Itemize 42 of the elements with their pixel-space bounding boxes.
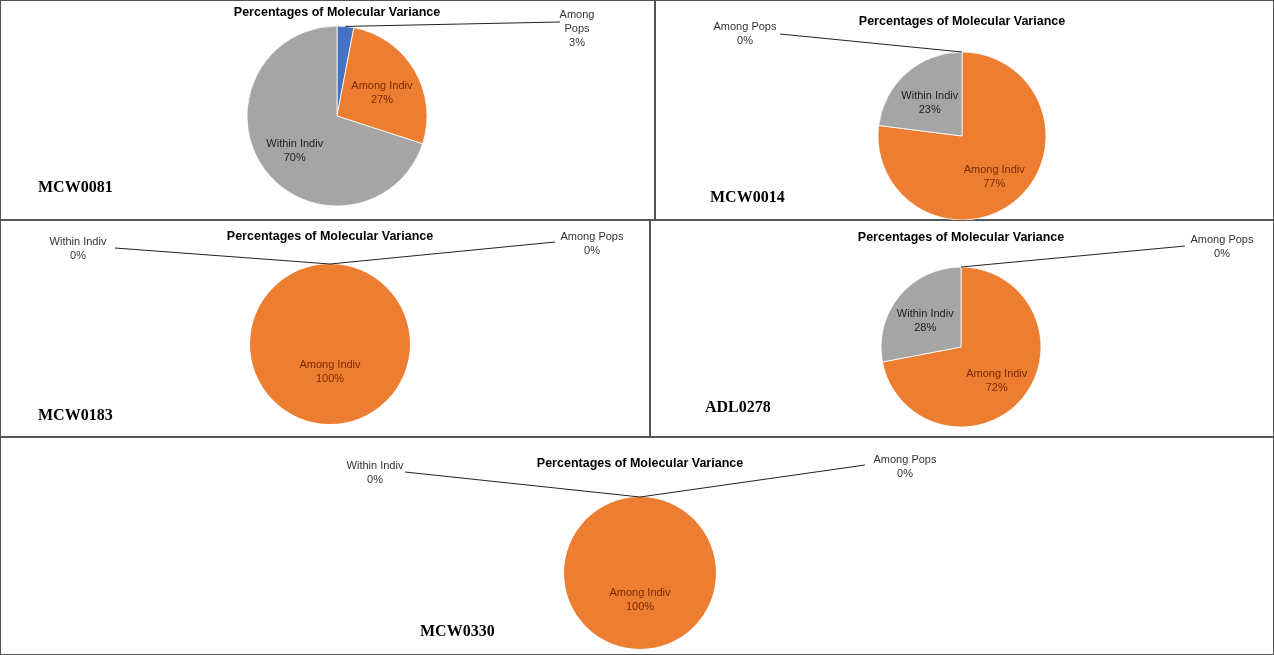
text: ADL0278 <box>705 398 771 415</box>
slice-label: Among Indiv <box>609 585 672 598</box>
chart-title: Percentages of Molecular Variance <box>226 229 434 243</box>
text: MCW0183 <box>38 406 113 423</box>
category-label: Within Indiv <box>346 459 404 471</box>
text: 0% <box>70 249 86 261</box>
chart-title: Percentages of Molecular Variance <box>858 14 1066 28</box>
category-label: Within Indiv <box>49 235 107 247</box>
data-label: 3% <box>569 36 586 48</box>
category-label: Among Pops <box>1190 233 1254 245</box>
data-label: 100% <box>315 372 345 384</box>
text: 0% <box>367 473 383 485</box>
chart-title: Percentages of Molecular Variance <box>233 5 441 19</box>
text: 0% <box>737 34 753 46</box>
text: MCW0014 <box>710 188 785 205</box>
slice-label: Among Indiv <box>299 358 362 370</box>
data-label: 100% <box>625 599 655 612</box>
category-label: Among Pops <box>873 453 937 465</box>
text: 0% <box>897 467 913 479</box>
category-label: Among Pops <box>560 230 624 242</box>
pie-slice <box>882 266 1042 428</box>
text: MCW0330 <box>420 622 495 639</box>
data-label: 77% <box>983 176 1006 189</box>
data-label: 70% <box>283 150 306 163</box>
slice-label: Within Indiv <box>901 89 959 102</box>
chart-title: Percentages of Molecular Variance <box>536 456 744 470</box>
text: 0% <box>584 244 600 256</box>
chart-title: Percentages of Molecular Variance <box>857 230 1065 244</box>
data-label: 23% <box>918 103 941 116</box>
text: MCW0081 <box>38 178 113 195</box>
slice-label: Among Indiv <box>966 366 1028 379</box>
slice-label: Among Indiv <box>963 162 1026 175</box>
data-label: 28% <box>914 321 937 334</box>
slice-label: Within Indiv <box>896 307 955 320</box>
slice-label: Within Indiv <box>266 136 324 149</box>
pie-slice <box>877 51 1047 221</box>
slice-label: Among Indiv <box>351 79 413 92</box>
data-label: 27% <box>370 93 394 106</box>
data-label: 72% <box>985 380 1008 393</box>
slice-label: Among Pops <box>559 8 595 34</box>
text: 0% <box>1214 247 1230 259</box>
category-label: Among Pops <box>713 20 777 32</box>
